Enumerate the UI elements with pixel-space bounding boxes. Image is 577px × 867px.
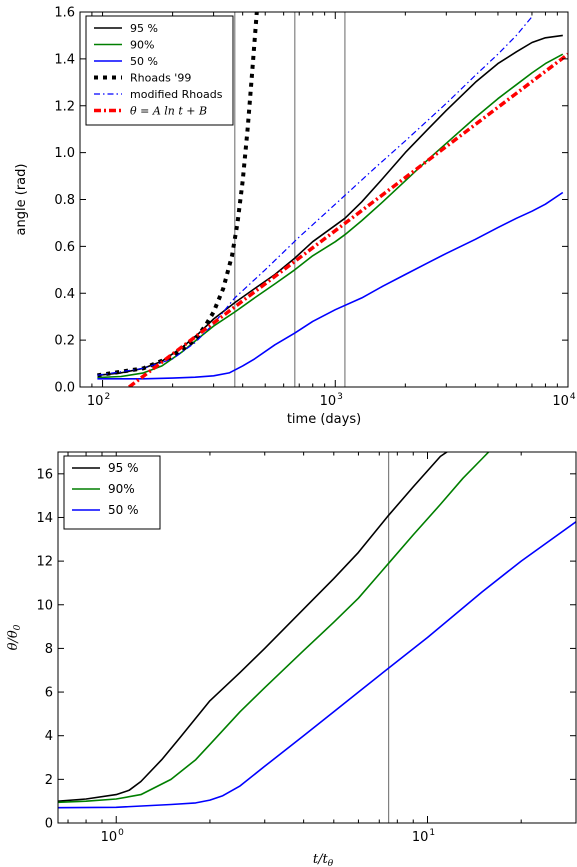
y-tick-label: 16 xyxy=(36,467,53,482)
y-tick-label: 8 xyxy=(45,642,53,657)
x-tick-label: 101 xyxy=(412,828,435,845)
series-line-2 xyxy=(97,53,564,379)
y-tick-label: 1.0 xyxy=(54,146,75,161)
series-line-1 xyxy=(58,452,449,802)
x-tick-label: 104 xyxy=(552,392,576,409)
y-tick-label: 6 xyxy=(45,686,53,701)
x-axis-label: time (days) xyxy=(287,412,361,427)
y-tick-label: 1.4 xyxy=(54,52,75,67)
legend-box xyxy=(85,15,234,126)
legend: 95 % 90% 50 % xyxy=(63,455,161,530)
y-tick-label: 14 xyxy=(36,511,53,526)
series-line-3 xyxy=(58,521,576,809)
y-tick-label: 0.4 xyxy=(54,287,75,302)
series-line-4 xyxy=(97,12,259,378)
legend-label: Rhoads '99 xyxy=(130,72,191,85)
y-tick-label: 12 xyxy=(36,555,53,570)
chart-2: 0 2 4 6 8 10 12 14 16 100 101 t/tθ θ/θ0 95 % 90% 50 % xyxy=(6,451,577,867)
x-tick-label: 103 xyxy=(320,392,343,409)
y-axis-label: angle (rad) xyxy=(14,164,29,236)
y-tick-label: 0.6 xyxy=(54,240,75,255)
x-tick-label: 100 xyxy=(101,828,125,845)
y-tick-label: 1.6 xyxy=(54,6,75,21)
legend-label: 90% xyxy=(130,39,154,52)
series-line-5 xyxy=(97,16,533,376)
x-axis-label: t/tθ xyxy=(313,852,334,867)
chart-1: 0.0 0.2 0.4 0.6 0.8 1.0 1.2 1.4 1.6 102 103 104 time… xyxy=(14,6,576,428)
legend-label: modified Rhoads xyxy=(130,88,223,101)
y-tick-label: 0 xyxy=(45,817,53,832)
series-line-2 xyxy=(58,452,490,804)
series-line-6 xyxy=(128,52,568,387)
y-tick-label: 0.8 xyxy=(54,193,75,208)
y-tick-label: 2 xyxy=(45,773,53,788)
legend-label: 95 % xyxy=(108,461,139,475)
series-group xyxy=(58,452,576,809)
series-group xyxy=(97,12,568,387)
x-tick-label: 102 xyxy=(87,392,110,409)
plot-frame xyxy=(57,451,577,824)
y-tick-label: 1.2 xyxy=(54,99,75,114)
legend-label: 95 % xyxy=(130,22,158,35)
legend-label: 50 % xyxy=(130,55,158,68)
y-axis-label: θ/θ0 xyxy=(6,624,23,650)
y-tick-label: 0.2 xyxy=(54,334,75,349)
legend-label: 50 % xyxy=(108,503,139,517)
legend-label: θ = A ln t + B xyxy=(130,105,207,118)
y-tick-label: 0.0 xyxy=(54,381,75,396)
y-tick-label: 4 xyxy=(45,729,53,744)
legend: 95 % 90% 50 % Rhoads '99 modified Rhoads θ = … xyxy=(85,15,234,126)
y-tick-label: 10 xyxy=(36,598,53,613)
series-line-3 xyxy=(97,191,564,380)
legend-label: 90% xyxy=(108,482,135,496)
